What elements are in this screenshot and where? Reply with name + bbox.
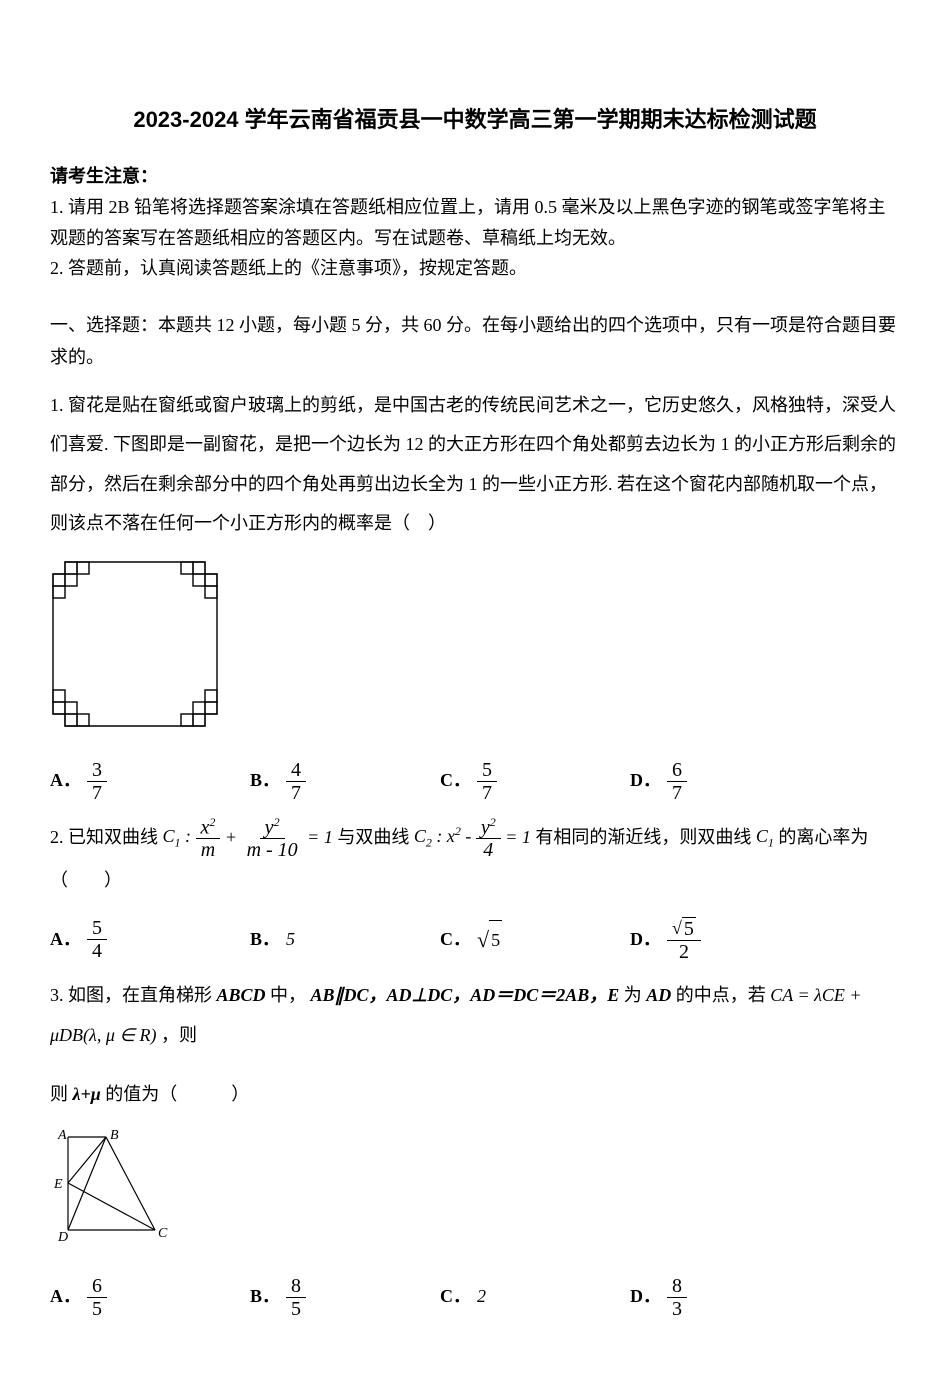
q2-option-d: D． √ 5 2 — [630, 916, 820, 964]
q3-text-line2: 则 λ+μ 的值为（ ） — [50, 1075, 900, 1115]
svg-text:B: B — [110, 1128, 119, 1143]
svg-text:D: D — [57, 1230, 68, 1245]
label-c: C． — [440, 1277, 471, 1317]
q2-option-b: B． 5 — [250, 916, 440, 964]
question-3: 3. 如图，在直角梯形 ABCD 中， AB∥DC，AD⊥DC，AD＝DC＝2A… — [50, 976, 900, 1319]
q3-figure: A B E D C — [50, 1125, 900, 1260]
label-a: A． — [50, 1277, 81, 1317]
q1-option-a: A． 3 7 — [50, 759, 250, 804]
question-1: 1. 窗花是贴在窗纸或窗户玻璃上的剪纸，是中国古老的传统民间艺术之一，它历史悠久… — [50, 386, 900, 804]
q2-b-val: 5 — [286, 920, 295, 960]
q2-a-frac: 5 4 — [87, 917, 107, 962]
q3-text: 3. 如图，在直角梯形 ABCD 中， AB∥DC，AD⊥DC，AD＝DC＝2A… — [50, 976, 900, 1055]
svg-text:E: E — [53, 1177, 63, 1192]
q2-d-frac: √ 5 2 — [667, 917, 701, 963]
q3-b-frac: 8 5 — [286, 1275, 306, 1320]
q2-option-a: A． 5 4 — [50, 916, 250, 964]
label-a: A． — [50, 920, 81, 960]
label-d: D． — [630, 761, 661, 801]
q2-c-sqrt: √ 5 — [477, 916, 502, 964]
q2-text: 2. 已知双曲线 C1 : x2 m + y2 m - 10 = 1 与双曲线 … — [50, 816, 900, 901]
section1-heading: 一、选择题：本题共 12 小题，每小题 5 分，共 60 分。在每小题给出的四个… — [50, 309, 900, 374]
q2-c1-frac1: x2 m — [196, 816, 221, 862]
q1-option-c: C． 5 7 — [440, 759, 630, 804]
svg-text:C: C — [158, 1226, 168, 1241]
exam-title: 2023-2024 学年云南省福贡县一中数学高三第一学期期末达标检测试题 — [50, 100, 900, 140]
label-b: B． — [250, 920, 280, 960]
q2-c1-frac2: y2 m - 10 — [242, 816, 303, 862]
q3-option-b: B． 8 5 — [250, 1275, 440, 1320]
q3-option-a: A． 6 5 — [50, 1275, 250, 1320]
notice-item-2: 2. 答题前，认真阅读答题纸上的《注意事项》，按规定答题。 — [50, 253, 900, 284]
q3-option-c: C． 2 — [440, 1275, 630, 1320]
q2-c2: C2 : x2 - — [414, 826, 476, 846]
q3-option-d: D． 8 3 — [630, 1275, 820, 1320]
notice-heading: 请考生注意： — [50, 160, 900, 192]
q3-a-frac: 6 5 — [87, 1275, 107, 1320]
q2-c2-frac: y2 4 — [476, 816, 501, 862]
q1-d-frac: 6 7 — [667, 759, 687, 804]
label-d: D． — [630, 920, 661, 960]
label-c: C． — [440, 920, 471, 960]
q1-c-frac: 5 7 — [477, 759, 497, 804]
label-b: B． — [250, 761, 280, 801]
label-a: A． — [50, 761, 81, 801]
q3-d-frac: 8 3 — [667, 1275, 687, 1320]
label-c: C． — [440, 761, 471, 801]
q2-option-c: C． √ 5 — [440, 916, 630, 964]
q1-option-b: B． 4 7 — [250, 759, 440, 804]
svg-text:A: A — [57, 1128, 67, 1143]
q2-c1: C1 : — [163, 826, 196, 846]
label-b: B． — [250, 1277, 280, 1317]
q3-c-val: 2 — [477, 1277, 486, 1317]
q1-option-d: D． 6 7 — [630, 759, 820, 804]
q1-a-frac: 3 7 — [87, 759, 107, 804]
q1-text: 1. 窗花是贴在窗纸或窗户玻璃上的剪纸，是中国古老的传统民间艺术之一，它历史悠久… — [50, 386, 900, 544]
question-2: 2. 已知双曲线 C1 : x2 m + y2 m - 10 = 1 与双曲线 … — [50, 816, 900, 965]
notice-item-1: 1. 请用 2B 铅笔将选择题答案涂填在答题纸相应位置上，请用 0.5 毫米及以… — [50, 192, 900, 253]
q3-options: A． 6 5 B． 8 5 C． 2 D． 8 3 — [50, 1275, 900, 1320]
q1-b-frac: 4 7 — [286, 759, 306, 804]
q1-options: A． 3 7 B． 4 7 C． 5 7 D． 6 7 — [50, 759, 900, 804]
q1-figure — [50, 559, 900, 744]
q2-options: A． 5 4 B． 5 C． √ 5 D． √ 5 — [50, 916, 900, 964]
label-d: D． — [630, 1277, 661, 1317]
